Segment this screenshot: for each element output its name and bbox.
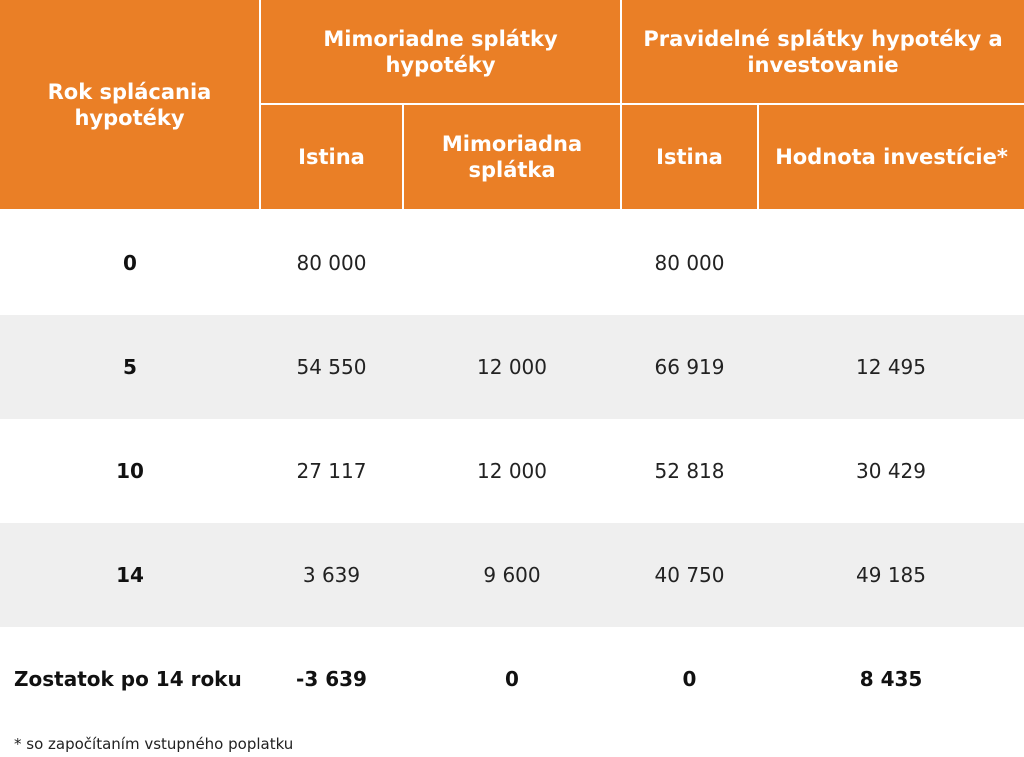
table-row: 5 54 550 12 000 66 919 12 495 [0,315,1024,419]
summary-investment-value: 8 435 [758,627,1024,731]
summary-row: Zostatok po 14 roku -3 639 0 0 8 435 [0,627,1024,731]
extra-payment-cell: 12 000 [403,315,622,419]
year-cell: 14 [0,523,260,627]
extra-payment-cell [403,210,622,315]
mortgage-comparison-table: Rok splácania hypotéky Mimoriadne splátk… [0,0,1024,731]
investment-value-cell: 49 185 [758,523,1024,627]
investment-value-cell [758,210,1024,315]
summary-principal-regular: 0 [621,627,759,731]
principal-regular-cell: 52 818 [621,419,759,523]
principal-regular-cell: 80 000 [621,210,759,315]
investment-value-header: Hodnota investície* [757,104,1024,211]
year-cell: 5 [0,315,260,419]
investment-value-cell: 12 495 [758,315,1024,419]
table-row: 0 80 000 80 000 [0,210,1024,315]
extra-payments-group-header: Mimoriadne splátky hypotéky [258,0,623,105]
year-column-header: Rok splácania hypotéky [0,0,261,211]
summary-extra-payment: 0 [403,627,622,731]
table-row: 14 3 639 9 600 40 750 49 185 [0,523,1024,627]
principal-regular-cell: 66 919 [621,315,759,419]
summary-label: Zostatok po 14 roku [0,627,260,731]
year-cell: 10 [0,419,260,523]
investment-value-cell: 30 429 [758,419,1024,523]
extra-payment-cell: 9 600 [403,523,622,627]
summary-principal-extra: -3 639 [260,627,403,731]
table-row: 10 27 117 12 000 52 818 30 429 [0,419,1024,523]
principal-extra-cell: 80 000 [260,210,403,315]
principal-extra-header: Istina [259,104,404,211]
footnote: * so započítaním vstupného poplatku [14,735,294,753]
table-body: 0 80 000 80 000 5 54 550 12 000 66 919 1… [0,210,1024,731]
extra-payment-header: Mimoriadna splátka [401,104,623,211]
principal-extra-cell: 27 117 [260,419,403,523]
table-header: Rok splácania hypotéky Mimoriadne splátk… [0,0,1024,211]
extra-payment-cell: 12 000 [403,419,622,523]
principal-extra-cell: 54 550 [260,315,403,419]
regular-payments-group-header: Pravidelné splátky hypotéky a investovan… [620,0,1024,105]
principal-regular-header: Istina [620,104,760,211]
year-cell: 0 [0,210,260,315]
principal-extra-cell: 3 639 [260,523,403,627]
principal-regular-cell: 40 750 [621,523,759,627]
